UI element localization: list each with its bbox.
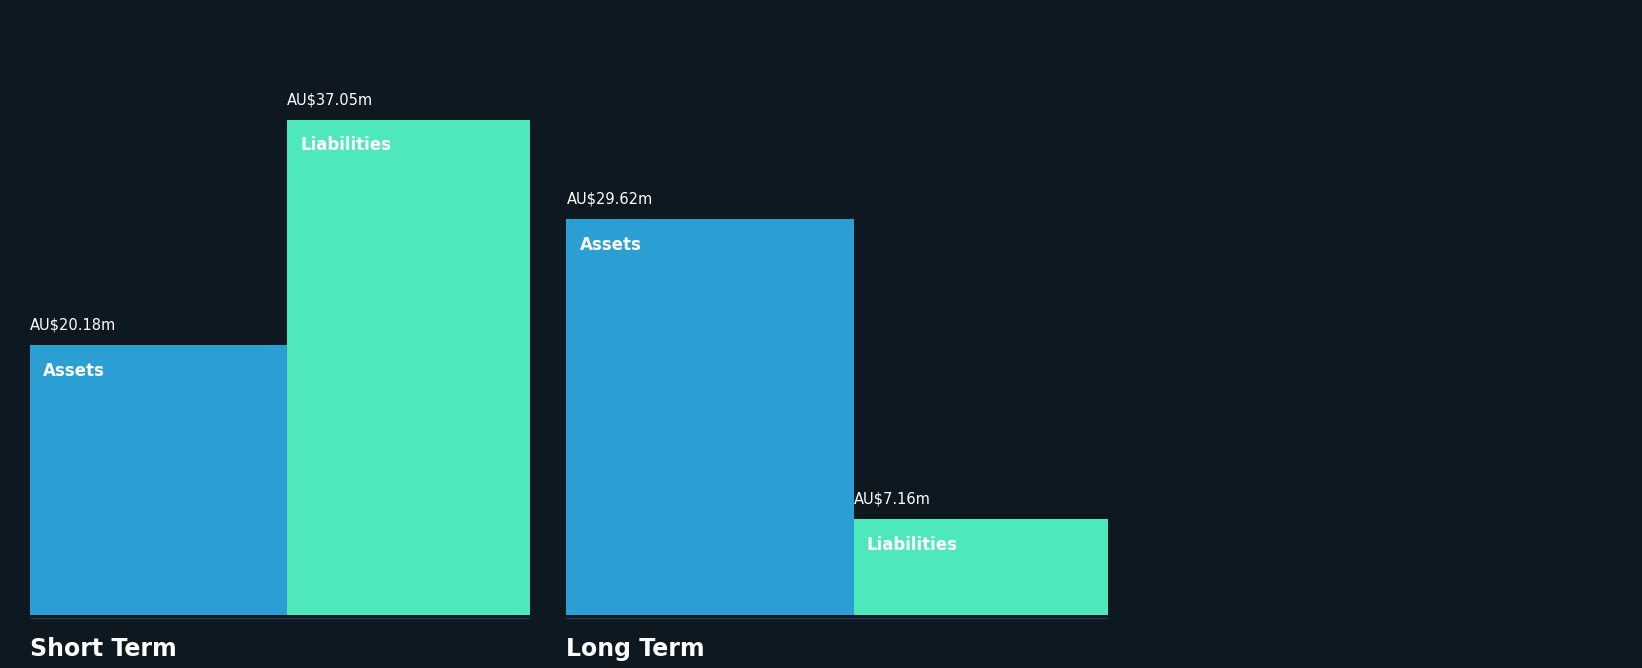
Bar bbox=[30, 345, 287, 615]
Text: AU$7.16m: AU$7.16m bbox=[854, 492, 931, 507]
Text: Liabilities: Liabilities bbox=[300, 136, 391, 154]
Bar bbox=[287, 120, 530, 615]
Text: Short Term: Short Term bbox=[30, 637, 176, 661]
Text: AU$37.05m: AU$37.05m bbox=[287, 93, 373, 108]
Text: AU$29.62m: AU$29.62m bbox=[566, 192, 654, 207]
Text: Assets: Assets bbox=[43, 361, 105, 379]
Text: Liabilities: Liabilities bbox=[867, 536, 957, 554]
Text: Long Term: Long Term bbox=[566, 637, 704, 661]
Text: AU$20.18m: AU$20.18m bbox=[30, 318, 117, 333]
Bar bbox=[854, 519, 1108, 615]
Text: Assets: Assets bbox=[580, 236, 642, 254]
Bar bbox=[566, 219, 854, 615]
